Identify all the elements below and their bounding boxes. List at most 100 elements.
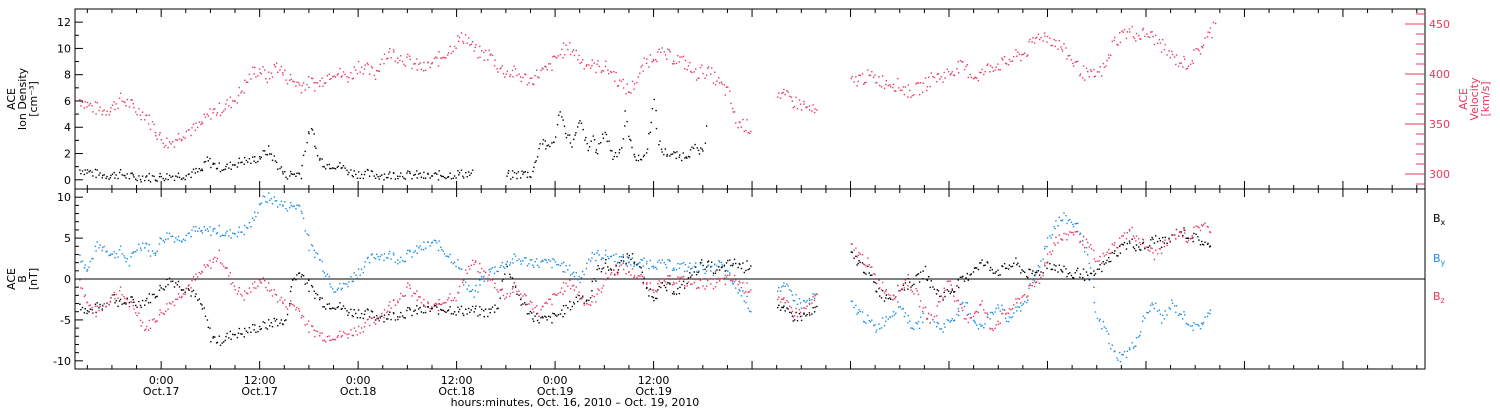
field-point-by: [725, 269, 728, 272]
field-point-bz: [1173, 234, 1176, 236]
field-point-by: [983, 327, 985, 329]
plasma-point-1: [593, 62, 595, 64]
field-point-by: [188, 232, 190, 234]
field-point-bz: [742, 282, 744, 284]
field-point-bx: [177, 280, 180, 283]
plasma-point-0: [513, 171, 516, 174]
field-point-bx: [145, 299, 147, 302]
field-point-bx: [598, 267, 600, 270]
plasma-point-0: [515, 172, 518, 175]
field-point-bx: [339, 302, 341, 304]
plasma-point-1: [1003, 56, 1006, 58]
plasma-point-1: [240, 92, 242, 94]
field-point-by: [315, 251, 317, 254]
plasma-point-0: [362, 177, 364, 180]
field-point-by: [714, 270, 717, 272]
field-point-bx: [588, 299, 590, 302]
field-point-by: [579, 281, 581, 284]
field-point-by: [437, 249, 440, 252]
field-point-by: [323, 272, 326, 274]
plasma-point-0: [146, 175, 148, 177]
field-point-bx: [947, 290, 950, 292]
field-point-bx: [597, 265, 599, 267]
plasma-point-1: [357, 60, 360, 63]
field-point-bz: [544, 302, 546, 304]
field-point-bx: [946, 289, 948, 291]
field-point-bz: [1083, 247, 1086, 249]
field-point-bx: [201, 304, 203, 306]
plasma-point-1: [795, 96, 797, 99]
field-point-bx: [1126, 242, 1128, 245]
plasma-point-0: [453, 175, 456, 177]
field-point-bz: [937, 301, 940, 303]
field-point-bx: [883, 300, 886, 302]
field-point-by: [607, 255, 609, 258]
plasma-point-1: [136, 114, 138, 116]
field-point-bz: [1090, 248, 1093, 250]
field-point-bz: [992, 329, 994, 332]
plasma-point-1: [168, 141, 171, 143]
field-point-bz: [1074, 231, 1076, 233]
field-point-by: [226, 230, 228, 232]
plasma-point-0: [427, 173, 429, 175]
field-point-bz: [1162, 241, 1164, 243]
field-point-by: [639, 261, 641, 264]
field-point-by: [616, 262, 619, 264]
density-tick-label: 10: [57, 42, 71, 55]
plasma-point-1: [868, 74, 870, 77]
plasma-point-0: [630, 139, 632, 142]
plasma-point-1: [462, 40, 464, 43]
field-point-bx: [489, 312, 491, 314]
plasma-point-1: [929, 85, 931, 88]
field-point-bx: [811, 313, 813, 315]
field-point-bz: [204, 266, 207, 268]
plasma-point-1: [790, 96, 793, 98]
field-point-bx: [379, 317, 381, 319]
field-point-bx: [783, 305, 785, 307]
field-point-bx: [994, 272, 996, 274]
plasma-point-1: [201, 121, 203, 123]
field-point-bz: [918, 305, 921, 308]
field-point-by: [243, 233, 245, 236]
field-point-bz: [212, 258, 215, 260]
field-point-by: [269, 199, 271, 201]
plasma-point-1: [1026, 55, 1028, 57]
field-point-bz: [323, 339, 326, 341]
plasma-point-1: [966, 64, 968, 66]
field-point-bz: [1065, 233, 1067, 235]
field-point-bz: [1007, 312, 1010, 315]
plasma-point-0: [190, 176, 192, 179]
plasma-point-0: [285, 176, 287, 178]
plasma-point-0: [437, 179, 440, 181]
plasma-point-1: [1191, 60, 1193, 62]
field-point-bx: [695, 274, 698, 276]
field-point-by: [798, 298, 801, 300]
field-point-bz: [1192, 236, 1194, 239]
field-point-by: [1026, 301, 1028, 304]
field-point-by: [1193, 322, 1195, 324]
field-point-by: [330, 286, 332, 288]
plasma-point-1: [1138, 35, 1140, 37]
field-point-by: [404, 260, 407, 263]
field-point-by: [190, 236, 192, 238]
plasma-point-1: [219, 114, 222, 117]
field-point-by: [103, 245, 105, 248]
field-point-by: [851, 300, 853, 303]
plasma-point-1: [376, 70, 378, 72]
plasma-point-1: [553, 55, 555, 57]
field-point-bz: [245, 292, 248, 294]
plasma-point-1: [254, 66, 256, 69]
field-point-bz: [545, 301, 547, 304]
field-point-bz: [791, 310, 794, 312]
plasma-point-0: [115, 174, 117, 176]
field-point-by: [80, 261, 82, 263]
field-point-bz: [883, 292, 886, 294]
field-point-bz: [1171, 234, 1173, 236]
plasma-point-0: [379, 175, 381, 177]
field-point-bz: [378, 320, 380, 322]
field-point-by: [863, 320, 865, 323]
field-point-bx: [401, 315, 404, 317]
plasma-point-1: [1175, 63, 1177, 66]
field-point-bz: [1037, 278, 1040, 281]
field-point-bx: [649, 288, 651, 290]
